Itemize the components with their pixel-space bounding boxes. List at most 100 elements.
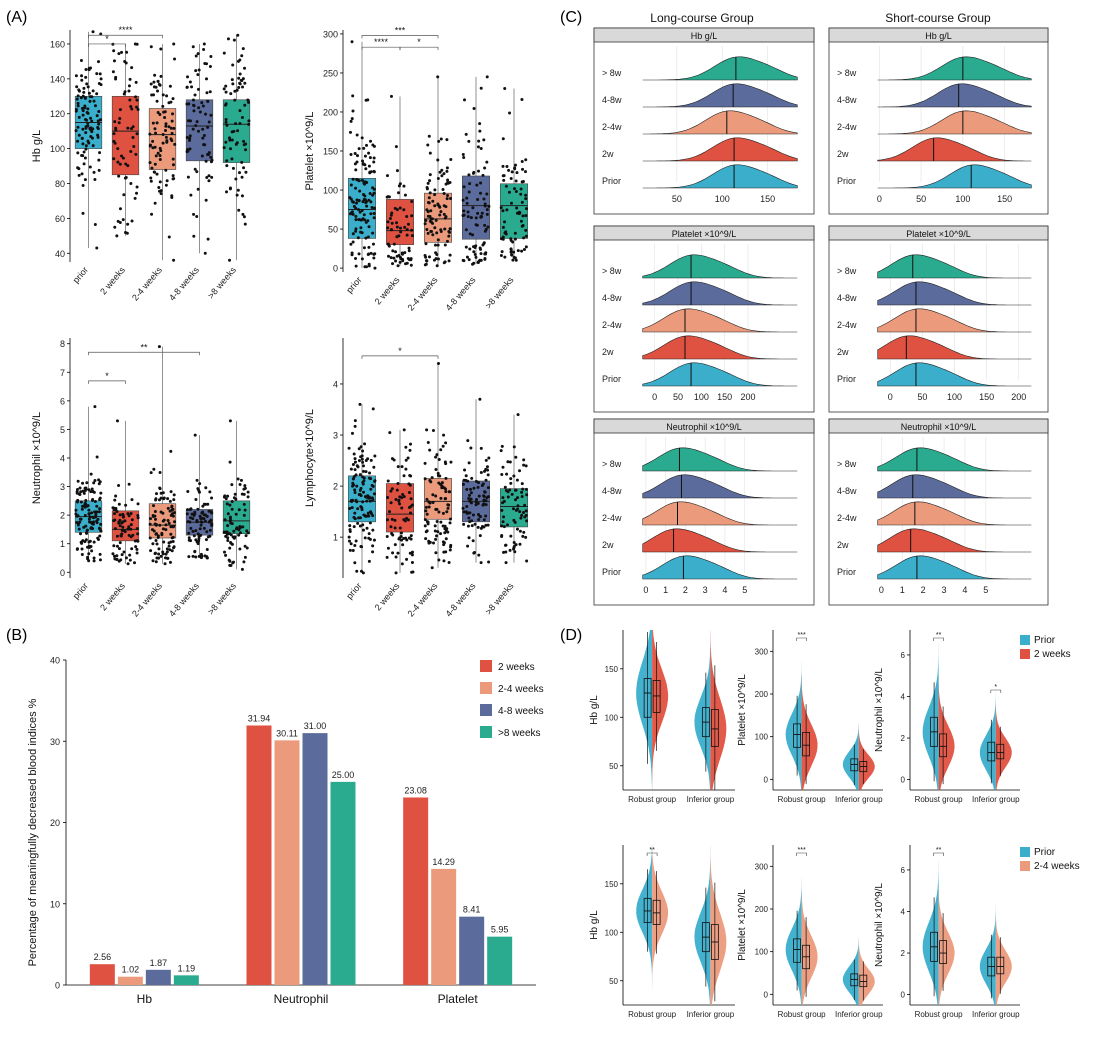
data-point bbox=[171, 157, 175, 161]
data-point bbox=[435, 534, 439, 538]
data-point bbox=[510, 170, 514, 174]
x-tick-label: 150 bbox=[997, 194, 1012, 204]
data-point bbox=[464, 474, 468, 478]
data-point bbox=[97, 478, 101, 482]
data-point bbox=[222, 51, 226, 55]
data-point bbox=[246, 531, 250, 535]
y-tick-label: 0 bbox=[60, 568, 65, 578]
violin-half bbox=[938, 664, 955, 790]
data-point bbox=[465, 255, 469, 259]
data-point bbox=[164, 528, 168, 532]
data-point bbox=[351, 109, 355, 113]
data-point bbox=[369, 212, 373, 216]
panel-strip bbox=[828, 27, 1049, 43]
data-point bbox=[476, 197, 480, 201]
data-point bbox=[398, 502, 402, 506]
data-point bbox=[444, 441, 448, 445]
data-point bbox=[76, 166, 80, 170]
data-point bbox=[148, 522, 152, 526]
data-point bbox=[521, 487, 525, 491]
data-point bbox=[90, 136, 94, 140]
data-point bbox=[156, 89, 160, 93]
data-point bbox=[478, 246, 482, 250]
data-point bbox=[369, 251, 373, 255]
data-point bbox=[189, 526, 193, 530]
data-point bbox=[405, 261, 409, 265]
data-point bbox=[359, 455, 363, 459]
data-point bbox=[113, 225, 117, 229]
ridge-row-label: Prior bbox=[837, 567, 856, 577]
data-point bbox=[407, 249, 411, 253]
data-point bbox=[207, 179, 211, 183]
ridge-density bbox=[642, 83, 798, 108]
data-point bbox=[350, 117, 354, 121]
data-point bbox=[149, 45, 153, 49]
data-point bbox=[168, 499, 172, 503]
data-point bbox=[159, 510, 163, 514]
data-point bbox=[237, 208, 241, 212]
data-point bbox=[86, 107, 90, 111]
data-point bbox=[356, 465, 360, 469]
data-point bbox=[156, 151, 160, 155]
data-point bbox=[83, 104, 87, 108]
data-point bbox=[113, 120, 117, 124]
data-point bbox=[238, 121, 242, 125]
data-point bbox=[207, 174, 211, 178]
data-point bbox=[485, 465, 489, 469]
data-point bbox=[349, 542, 353, 546]
data-point bbox=[237, 76, 241, 80]
data-point bbox=[224, 553, 228, 557]
data-point bbox=[136, 107, 140, 111]
data-point bbox=[483, 166, 487, 170]
data-point bbox=[129, 105, 133, 109]
data-point bbox=[85, 118, 89, 122]
data-point bbox=[473, 253, 477, 257]
data-point bbox=[362, 246, 366, 250]
data-point bbox=[229, 540, 233, 544]
data-point bbox=[448, 517, 452, 521]
data-point bbox=[91, 89, 95, 93]
data-point bbox=[113, 498, 117, 502]
data-point bbox=[359, 226, 363, 230]
violin-half bbox=[785, 865, 802, 1005]
data-point bbox=[515, 478, 519, 482]
data-point bbox=[501, 137, 505, 141]
bar bbox=[117, 976, 143, 985]
data-point bbox=[207, 153, 211, 157]
data-point bbox=[148, 144, 152, 148]
bar-value-label: 1.02 bbox=[122, 965, 140, 975]
data-point bbox=[406, 456, 410, 460]
data-point bbox=[155, 556, 159, 560]
data-point bbox=[524, 487, 528, 491]
data-point bbox=[481, 243, 485, 247]
ridge-row-label: 2-4w bbox=[837, 320, 857, 330]
data-point bbox=[89, 116, 93, 120]
data-point bbox=[406, 222, 410, 226]
data-point bbox=[516, 496, 520, 500]
data-point bbox=[196, 532, 200, 536]
data-point bbox=[524, 214, 528, 218]
data-point bbox=[89, 66, 93, 70]
data-point bbox=[165, 179, 169, 183]
data-point bbox=[351, 232, 355, 236]
data-point bbox=[233, 89, 237, 93]
data-point bbox=[112, 139, 116, 143]
data-point bbox=[408, 483, 412, 487]
data-point bbox=[434, 537, 438, 541]
data-point bbox=[205, 176, 209, 180]
data-point bbox=[525, 519, 529, 523]
data-point bbox=[165, 556, 169, 560]
data-point bbox=[427, 541, 431, 545]
data-point bbox=[88, 99, 92, 103]
data-point bbox=[518, 529, 522, 533]
data-point bbox=[478, 258, 482, 262]
data-point bbox=[99, 491, 103, 495]
panel-strip-label: Hb g/L bbox=[925, 31, 952, 41]
data-point bbox=[465, 196, 469, 200]
data-point bbox=[187, 538, 191, 542]
data-point bbox=[519, 516, 523, 520]
data-point bbox=[351, 477, 355, 481]
data-point bbox=[371, 193, 375, 197]
